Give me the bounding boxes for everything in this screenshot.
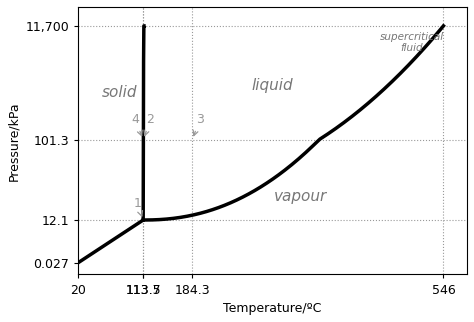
Text: 2: 2 — [144, 113, 155, 136]
Text: vapour: vapour — [274, 189, 327, 204]
Text: 1: 1 — [133, 197, 143, 216]
Text: 4: 4 — [131, 113, 142, 136]
Text: supercritical
fluid: supercritical fluid — [380, 32, 444, 53]
X-axis label: Temperature/ºC: Temperature/ºC — [223, 302, 322, 315]
Text: liquid: liquid — [252, 78, 293, 92]
Y-axis label: Pressure/kPa: Pressure/kPa — [7, 101, 20, 181]
Text: 3: 3 — [193, 113, 204, 136]
Text: solid: solid — [102, 85, 137, 100]
